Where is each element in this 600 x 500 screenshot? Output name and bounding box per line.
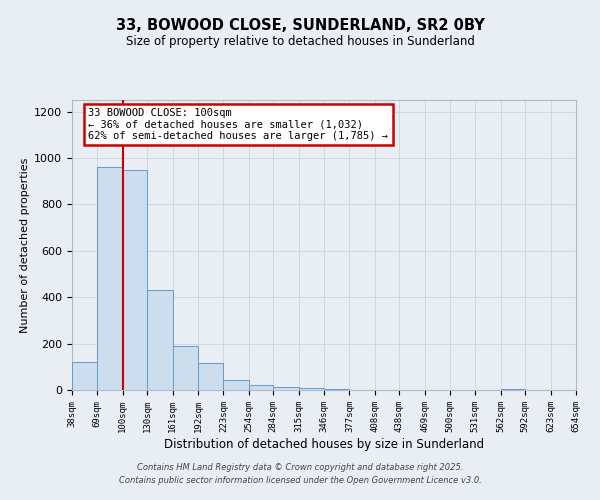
X-axis label: Distribution of detached houses by size in Sunderland: Distribution of detached houses by size … xyxy=(164,438,484,450)
Text: 33 BOWOOD CLOSE: 100sqm
← 36% of detached houses are smaller (1,032)
62% of semi: 33 BOWOOD CLOSE: 100sqm ← 36% of detache… xyxy=(88,108,388,142)
Text: 33, BOWOOD CLOSE, SUNDERLAND, SR2 0BY: 33, BOWOOD CLOSE, SUNDERLAND, SR2 0BY xyxy=(116,18,484,32)
Bar xyxy=(249,386,273,390)
Bar xyxy=(147,290,173,390)
Bar xyxy=(198,364,223,390)
Bar xyxy=(223,380,249,390)
Bar xyxy=(324,389,349,390)
Bar xyxy=(273,386,299,390)
Bar xyxy=(173,346,198,390)
Bar xyxy=(97,168,123,390)
Y-axis label: Number of detached properties: Number of detached properties xyxy=(20,158,30,332)
Bar xyxy=(299,388,324,390)
Bar xyxy=(72,362,97,390)
Bar xyxy=(123,170,147,390)
Text: Contains HM Land Registry data © Crown copyright and database right 2025.: Contains HM Land Registry data © Crown c… xyxy=(137,464,463,472)
Text: Size of property relative to detached houses in Sunderland: Size of property relative to detached ho… xyxy=(125,35,475,48)
Text: Contains public sector information licensed under the Open Government Licence v3: Contains public sector information licen… xyxy=(119,476,481,485)
